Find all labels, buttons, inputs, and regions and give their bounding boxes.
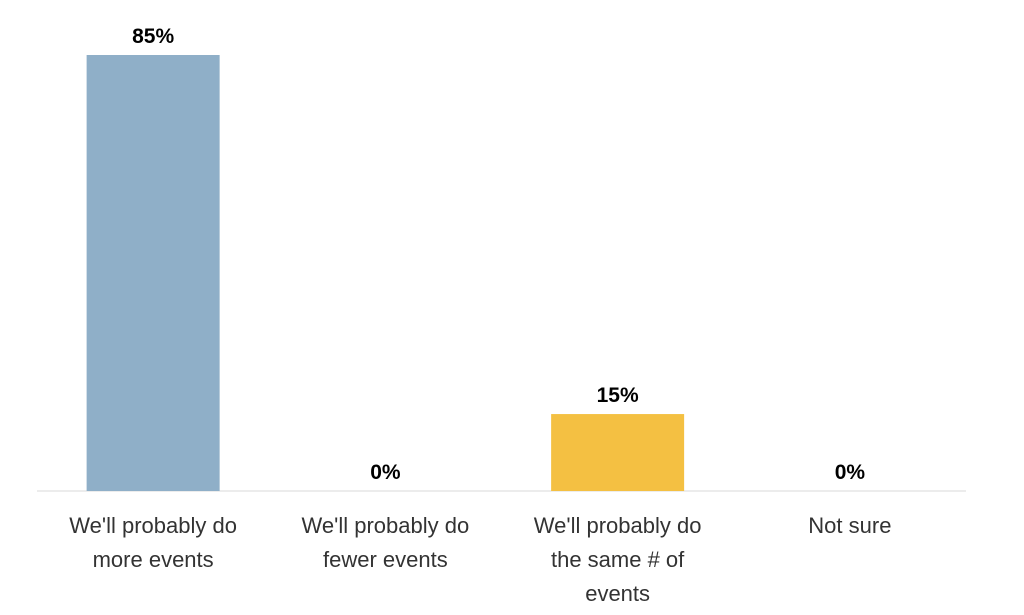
data-label-0: 85% [132, 25, 174, 48]
data-labels-group: 85% 0% 15% 0% [132, 25, 865, 484]
category-label-2-line-1: the same # of [551, 547, 685, 572]
category-label-1-line-1: fewer events [323, 547, 448, 572]
category-label-3-line-0: Not sure [808, 513, 891, 538]
category-label-2-line-2: events [585, 581, 650, 606]
bars-group [86, 55, 685, 491]
data-label-2: 15% [597, 384, 639, 407]
category-label-1-line-0: We'll probably do [302, 513, 470, 538]
category-label-0-line-0: We'll probably do [69, 513, 237, 538]
bar-0 [86, 55, 220, 491]
category-label-0-line-1: more events [93, 547, 214, 572]
category-label-2-line-0: We'll probably do [534, 513, 702, 538]
data-label-3: 0% [835, 461, 866, 484]
category-labels-group: We'll probably do more events We'll probab… [69, 513, 891, 606]
bar-2 [551, 414, 685, 491]
data-label-1: 0% [370, 461, 401, 484]
